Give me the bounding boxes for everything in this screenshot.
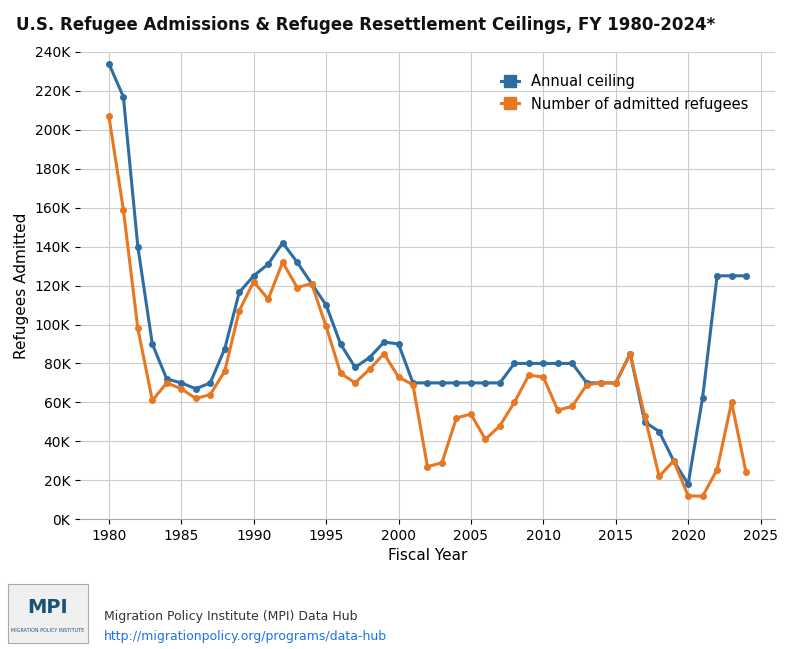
- Text: http://migrationpolicy.org/programs/data-hub: http://migrationpolicy.org/programs/data…: [104, 630, 387, 643]
- Legend: Annual ceiling, Number of admitted refugees: Annual ceiling, Number of admitted refug…: [495, 69, 753, 117]
- Text: MIGRATION POLICY INSTITUTE: MIGRATION POLICY INSTITUTE: [11, 628, 85, 633]
- Text: Migration Policy Institute (MPI) Data Hub: Migration Policy Institute (MPI) Data Hu…: [104, 610, 357, 623]
- Y-axis label: Refugees Admitted: Refugees Admitted: [14, 212, 29, 359]
- Text: MPI: MPI: [28, 598, 68, 617]
- Text: U.S. Refugee Admissions & Refugee Resettlement Ceilings, FY 1980-2024*: U.S. Refugee Admissions & Refugee Resett…: [16, 16, 715, 34]
- X-axis label: Fiscal Year: Fiscal Year: [388, 548, 467, 563]
